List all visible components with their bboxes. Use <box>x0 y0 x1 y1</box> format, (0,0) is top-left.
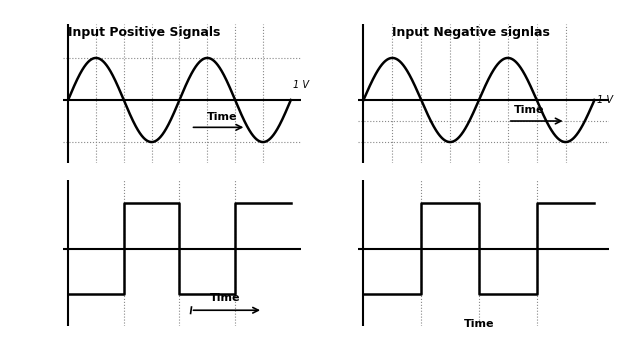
Text: Time: Time <box>207 112 238 122</box>
Text: Input Negative signlas: Input Negative signlas <box>392 26 550 40</box>
Text: Time: Time <box>463 319 494 329</box>
Text: Input Positive Signals: Input Positive Signals <box>68 26 220 40</box>
Text: 1 V: 1 V <box>597 95 613 105</box>
Text: Time: Time <box>514 105 544 115</box>
Text: Time: Time <box>210 294 241 303</box>
Text: 1 V: 1 V <box>293 80 310 90</box>
